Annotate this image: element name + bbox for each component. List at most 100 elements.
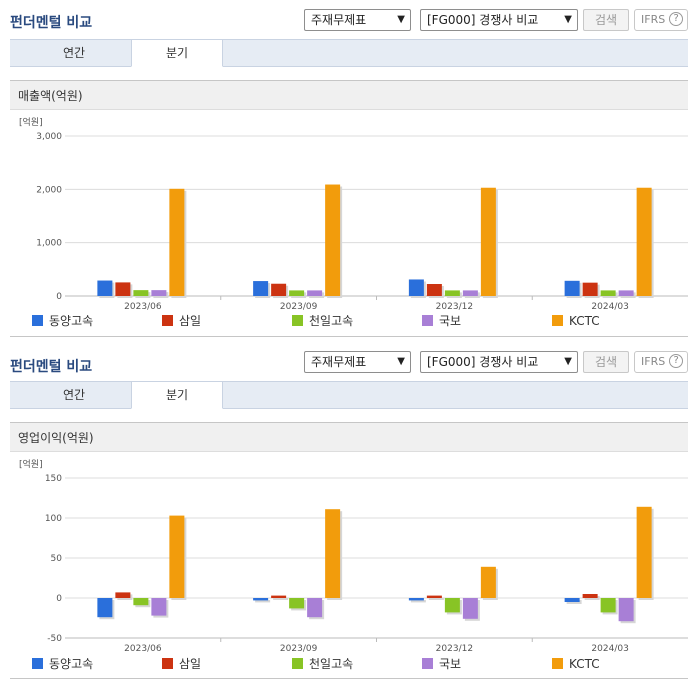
legend-item[interactable]: 천일고속 [292, 313, 353, 329]
bar[interactable] [618, 598, 634, 622]
bar[interactable] [480, 187, 496, 296]
legend-label: 삼일 [179, 657, 202, 671]
bar[interactable] [444, 290, 460, 296]
y-tick-label: 2,000 [36, 185, 62, 195]
bar-shadow [255, 600, 271, 603]
x-tick-label: 2023/12 [436, 302, 473, 312]
y-tick-label: 50 [51, 554, 63, 564]
bar[interactable] [480, 566, 496, 598]
legend-swatch [422, 315, 433, 326]
bar[interactable] [253, 281, 269, 296]
help-icon[interactable]: ? [669, 12, 684, 26]
legend-item[interactable]: 국보 [422, 656, 461, 672]
bar[interactable] [426, 284, 442, 296]
legend-label: 동양고속 [49, 657, 94, 671]
legend-swatch [552, 315, 563, 326]
bar[interactable] [169, 515, 185, 598]
bar[interactable] [444, 598, 460, 613]
x-tick-label: 2023/06 [124, 302, 162, 312]
bar[interactable] [97, 598, 113, 618]
bar[interactable] [271, 595, 287, 598]
bar[interactable] [600, 290, 616, 296]
ifrs-label: IFRS [641, 13, 666, 26]
statement-type-select[interactable]: 주재무제표 ▼ [304, 9, 411, 31]
tab-quarterly[interactable]: 분기 [131, 39, 223, 67]
y-unit-label: [억원] [19, 116, 43, 128]
search-button[interactable]: 검색 [583, 351, 629, 373]
bar[interactable] [325, 509, 341, 598]
legend-item[interactable]: 삼일 [162, 313, 201, 329]
competitor-group-value: [FG000] 경쟁사 비교 [427, 13, 539, 27]
competitor-group-value: [FG000] 경쟁사 비교 [427, 355, 539, 369]
legend-swatch [292, 315, 303, 326]
bar[interactable] [408, 279, 424, 296]
legend-label: 국보 [439, 657, 462, 671]
bar[interactable] [115, 282, 131, 296]
bar[interactable] [600, 598, 616, 613]
bar[interactable] [151, 290, 167, 296]
legend-item[interactable]: 동양고속 [32, 313, 93, 329]
legend-item[interactable]: 삼일 [162, 656, 201, 672]
y-tick-label: 0 [56, 594, 62, 604]
legend-item[interactable]: 동양고속 [32, 656, 93, 672]
bar[interactable] [289, 290, 305, 296]
y-tick-label: 150 [45, 474, 62, 484]
search-button[interactable]: 검색 [583, 9, 629, 31]
bar[interactable] [307, 598, 323, 618]
section-title: 펀더멘털 비교 [10, 359, 93, 375]
bar[interactable] [169, 188, 185, 296]
ifrs-toggle[interactable]: IFRS? [634, 351, 688, 373]
bar[interactable] [133, 598, 149, 606]
y-tick-label: 1,000 [36, 239, 62, 249]
chart-legend: 동양고속 삼일 천일고속 국보 KCTC [10, 313, 688, 329]
tab-annual[interactable]: 연간 [62, 46, 86, 60]
legend-swatch [162, 315, 173, 326]
bar[interactable] [151, 598, 167, 616]
help-icon[interactable]: ? [669, 354, 684, 368]
bar[interactable] [271, 283, 287, 296]
bar[interactable] [582, 594, 598, 598]
bar[interactable] [133, 290, 149, 296]
legend-item[interactable]: 천일고속 [292, 656, 353, 672]
bar[interactable] [462, 598, 478, 619]
statement-type-value: 주재무제표 [311, 13, 367, 27]
bar[interactable] [307, 290, 323, 296]
bar[interactable] [253, 598, 269, 601]
legend-swatch [292, 658, 303, 669]
bar[interactable] [582, 282, 598, 296]
bar[interactable] [564, 598, 580, 602]
tab-annual[interactable]: 연간 [62, 388, 86, 402]
bar[interactable] [97, 280, 113, 296]
bar[interactable] [115, 592, 131, 598]
legend-item[interactable]: 국보 [422, 313, 461, 329]
bar[interactable] [289, 598, 305, 609]
bar[interactable] [564, 280, 580, 296]
statement-type-value: 주재무제표 [311, 355, 367, 369]
bar[interactable] [408, 598, 424, 601]
legend-label: 동양고속 [49, 314, 94, 328]
legend-label: 국보 [439, 314, 462, 328]
period-tabs: 연간 분기 [10, 381, 688, 409]
x-tick-label: 2023/09 [280, 644, 318, 654]
bar[interactable] [325, 184, 341, 296]
chevron-down-icon: ▼ [564, 14, 572, 25]
bar[interactable] [426, 595, 442, 598]
bar[interactable] [462, 290, 478, 296]
tab-quarterly[interactable]: 분기 [131, 381, 223, 409]
statement-type-select[interactable]: 주재무제표 ▼ [304, 351, 411, 373]
legend-item[interactable]: KCTC [552, 313, 600, 329]
legend-swatch [32, 658, 43, 669]
bar[interactable] [618, 290, 634, 296]
ifrs-toggle[interactable]: IFRS? [634, 9, 688, 31]
chart-panel-title: 영업이익(억원) [10, 422, 688, 452]
y-unit-label: [억원] [19, 458, 43, 470]
competitor-group-select[interactable]: [FG000] 경쟁사 비교 ▼ [420, 351, 578, 373]
bar[interactable] [636, 187, 652, 296]
section-title: 펀더멘털 비교 [10, 15, 93, 31]
legend-item[interactable]: KCTC [552, 656, 600, 672]
period-tabs: 연간 분기 [10, 39, 688, 67]
competitor-group-select[interactable]: [FG000] 경쟁사 비교 ▼ [420, 9, 578, 31]
chart-box: [억원] -50 0 50 100 150 2023/06 2023/09 2023/12 202… [10, 453, 688, 679]
bar[interactable] [636, 506, 652, 598]
chart-legend: 동양고속 삼일 천일고속 국보 KCTC [10, 656, 688, 672]
